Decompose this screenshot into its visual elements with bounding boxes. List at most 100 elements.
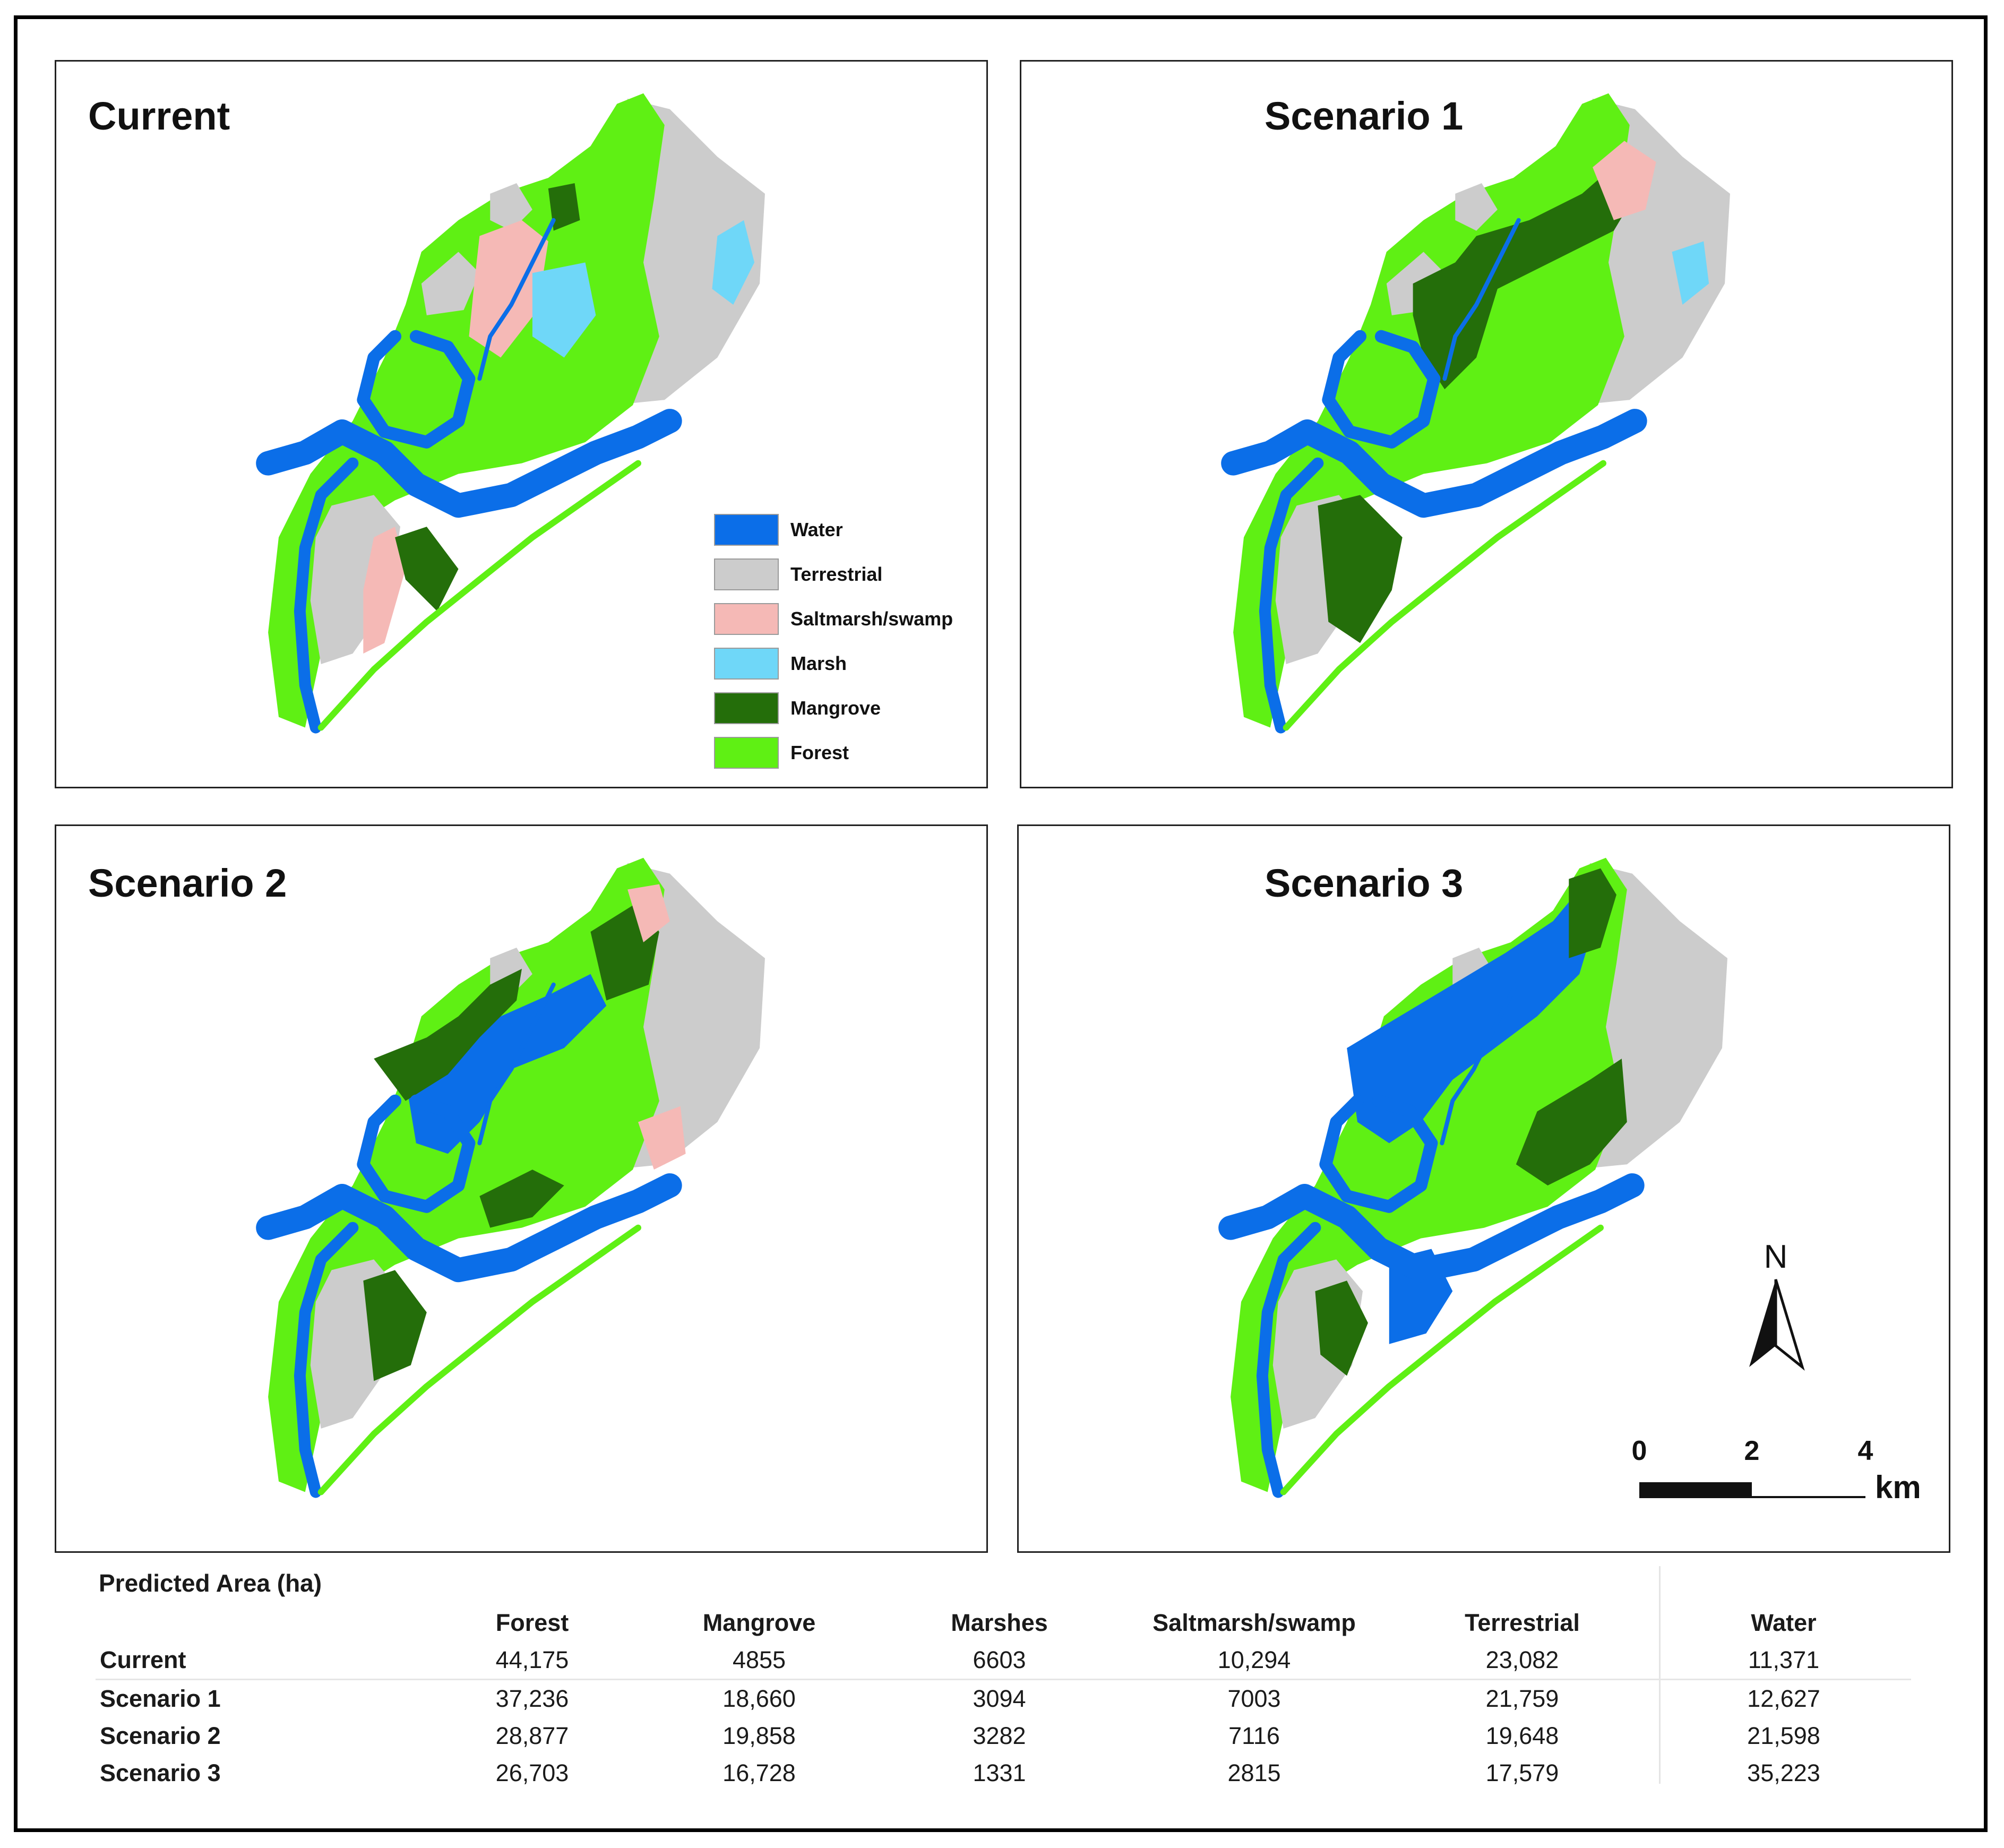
water-channel [1322,330,1441,449]
water-channel [1259,457,1324,734]
table-header-cell: Saltmarsh/swamp [1152,1609,1356,1636]
table-row-label: Current [96,1641,425,1680]
mangrove-region [395,527,459,612]
land-cover-map [256,857,765,1498]
water-channel [1319,1094,1438,1213]
table-cell: 7116 [1228,1722,1280,1749]
water-channel [477,218,556,381]
mangrove-region [1318,495,1403,643]
panel-title: Scenario 3 [1265,861,1464,905]
land-cover-map [1221,93,1730,734]
table-header-cell: Mangrove [702,1609,816,1636]
table-header-cell: Forest [495,1609,569,1636]
legend-label: Forest [790,742,849,763]
table-cell: 21,598 [1747,1722,1820,1749]
table-cell: 44,175 [425,1641,640,1680]
legend-swatch [714,603,779,635]
mangrove-region [1569,868,1616,958]
legend-swatch [714,692,779,724]
scale-tick-label: 0 [1632,1436,1647,1466]
map-legend: Water Terrestrial Saltmarsh/swamp Marsh … [714,508,953,775]
water-channel [357,1094,476,1213]
mangrove-region [1413,157,1646,390]
water-channel [1218,1173,1645,1283]
mangrove-region [1315,1280,1368,1376]
table-header-cell: Marshes [951,1609,1048,1636]
table-cell: 1331 [973,1759,1026,1786]
mangrove-region [363,1270,427,1381]
table-header-blank [96,1604,425,1641]
table-row: Scenario 3 26,703 16,728 1331 2815 17,57… [96,1755,1911,1792]
table-row-label: Scenario 1 [100,1685,221,1712]
legend-swatch [714,514,779,546]
water-channel [294,457,359,734]
table-cell: 10,294 [1120,1641,1388,1680]
water-channel [1440,982,1518,1146]
legend-item-water: Water [714,508,953,552]
panel-title: Scenario 2 [88,861,287,905]
legend-swatch [714,737,779,769]
legend-item-terrestrial: Terrestrial [714,552,953,597]
coastal-strip [317,460,642,731]
north-arrow-left-half [1749,1279,1776,1367]
table-cell: 2815 [1227,1759,1281,1786]
scale-unit: km [1875,1469,1921,1505]
table-cell: 6603 [879,1641,1120,1680]
coastal-strip [1283,460,1607,731]
mangrove-region [1516,1059,1627,1186]
table-cell: 4855 [640,1641,879,1680]
table-cell: 16,728 [723,1759,796,1786]
map-panel-current: Current [55,60,988,788]
table-cell: 28,877 [495,1722,569,1749]
water-channel [477,982,556,1146]
table-cell: 19,858 [723,1722,796,1749]
table-cell: 26,703 [495,1759,569,1786]
legend-label: Water [790,519,843,540]
table-cell: 3094 [973,1685,1026,1712]
saltmarsh-region [638,1106,686,1170]
table-row-label: Scenario 2 [100,1722,221,1749]
table-title: Predicted Area (ha) [99,1569,322,1597]
north-label: N [1764,1239,1788,1275]
table-header-cell: Water [1751,1609,1817,1636]
land-cover-map [256,93,765,734]
table-cell: 21,759 [1485,1685,1559,1712]
mangrove-region [479,1170,564,1228]
table-cell: 19,648 [1485,1722,1559,1749]
legend-label: Marsh [790,652,847,674]
map-panel-scenario-3: Scenario 3 [1017,824,1950,1553]
mangrove-region [374,968,522,1101]
water-channel [256,1173,682,1283]
north-arrow-icon: N [1749,1239,1805,1371]
north-arrow-right-half [1774,1279,1805,1371]
water-region [1347,889,1596,1144]
table-cell: 12,627 [1747,1685,1820,1712]
marsh-region [712,220,755,305]
saltmarsh-region [363,527,406,654]
terrestrial-region [490,183,532,231]
terrestrial-region [421,252,480,315]
map-panel-scenario-1: Scenario 1 [1020,60,1953,788]
table-row: Scenario 1 37,236 18,660 3094 7003 21,75… [96,1680,1911,1718]
table-cell: 3282 [973,1722,1026,1749]
table-row: Scenario 2 28,877 19,858 3282 7116 19,64… [96,1717,1911,1755]
legend-label: Saltmarsh/swamp [790,608,953,630]
table-row: Current 44,175 4855 6603 10,294 23,082 1… [96,1641,1911,1680]
table-cell: 11,371 [1656,1641,1911,1680]
panel-title: Current [88,94,230,138]
legend-item-marsh: Marsh [714,641,953,686]
table-cell: 7003 [1227,1685,1281,1712]
legend-item-saltmarsh: Saltmarsh/swamp [714,597,953,641]
table-cell: 23,082 [1388,1641,1656,1680]
water-channel [1221,409,1647,518]
water-channel [1442,218,1521,381]
coastal-strip [317,1224,642,1495]
land-cover-map [1218,857,1727,1498]
marsh-region [532,262,596,358]
legend-label: Terrestrial [790,563,883,585]
saltmarsh-region [1593,141,1656,220]
water-region [405,974,607,1154]
legend-item-mangrove: Mangrove [714,686,953,730]
mangrove-region [548,183,580,231]
table-header-cell: Terrestrial [1465,1609,1580,1636]
